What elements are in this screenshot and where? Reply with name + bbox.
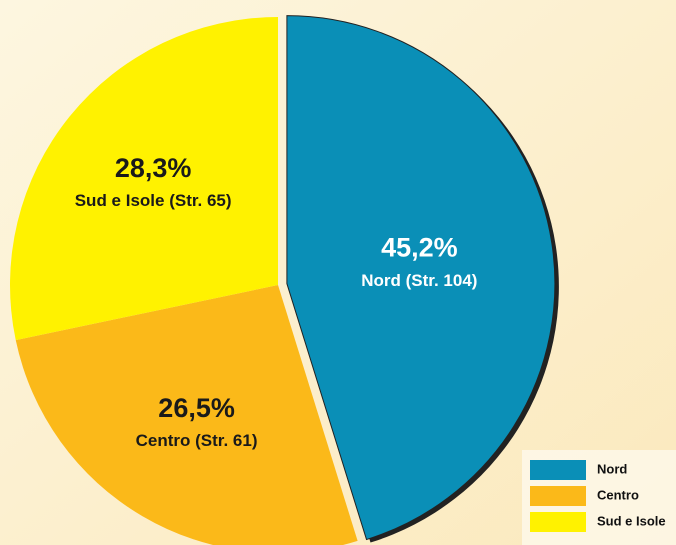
legend-label: Nord <box>597 461 627 476</box>
slice-label: Centro (Str. 61) <box>136 431 258 450</box>
slice-label: Nord (Str. 104) <box>361 271 477 290</box>
legend-swatch <box>530 512 586 532</box>
legend-label: Sud e Isole <box>597 513 666 528</box>
legend-label: Centro <box>597 487 639 502</box>
value-label: 45,2% <box>381 233 458 263</box>
value-label: 28,3% <box>115 153 192 183</box>
slice <box>15 285 358 545</box>
slice <box>9 17 278 341</box>
value-label: 26,5% <box>158 393 235 423</box>
legend-swatch <box>530 486 586 506</box>
slice-label: Sud e Isole (Str. 65) <box>75 191 232 210</box>
slice <box>286 15 556 541</box>
legend-swatch <box>530 460 586 480</box>
